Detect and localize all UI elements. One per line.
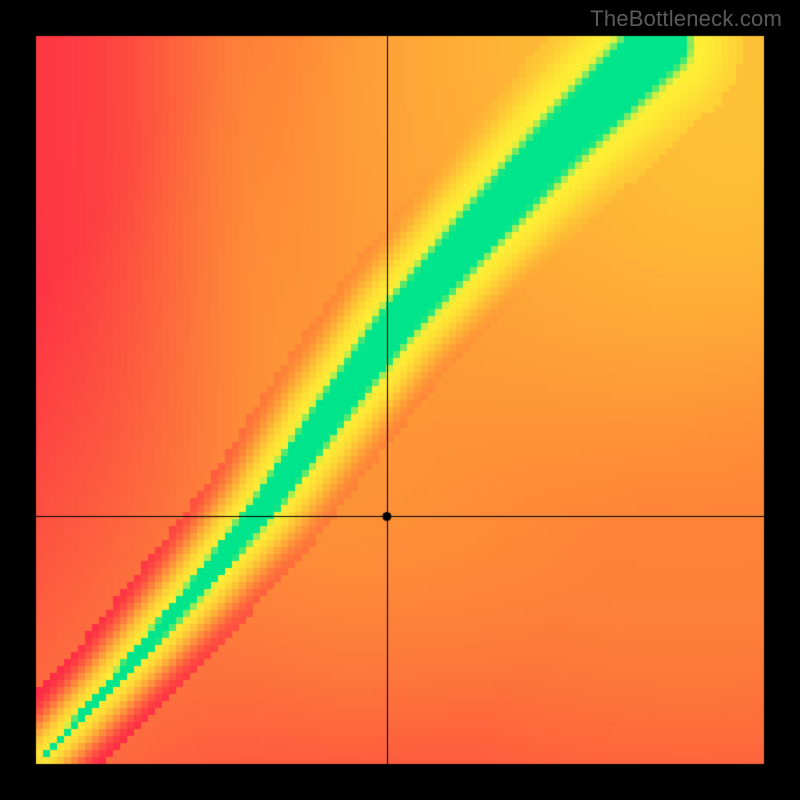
- watermark-text: TheBottleneck.com: [590, 6, 782, 32]
- bottleneck-heatmap: [0, 0, 800, 800]
